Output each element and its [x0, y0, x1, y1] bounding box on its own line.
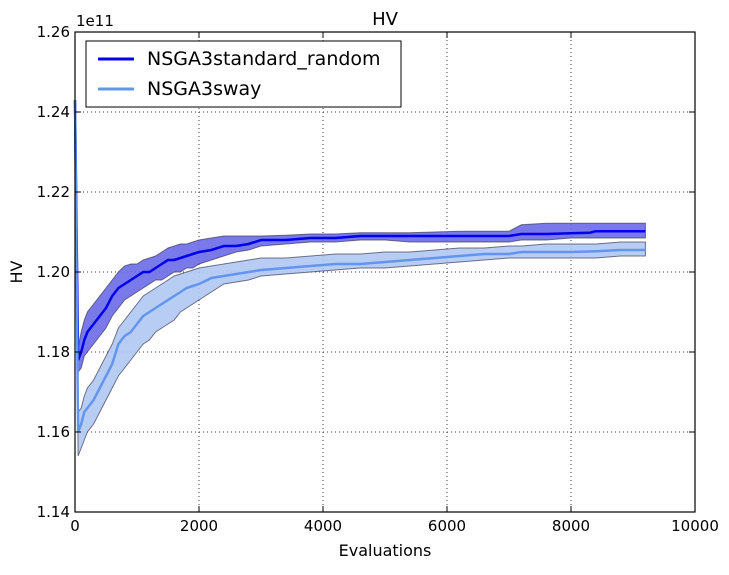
x-tick-label: 0	[70, 517, 80, 535]
y-offset-label: 1e11	[76, 12, 114, 30]
y-tick-label: 1.20	[37, 263, 70, 281]
series-line-nsga3standard-random	[73, 99, 646, 361]
y-tick-label: 1.16	[37, 423, 70, 441]
series-layer	[73, 99, 646, 457]
x-tick-label: 10000	[671, 517, 719, 535]
y-tick-label: 1.14	[37, 503, 70, 521]
x-axis-label: Evaluations	[339, 541, 432, 560]
legend-label-nsga3standard-random: NSGA3standard_random	[147, 48, 381, 70]
y-tick-label: 1.26	[37, 23, 70, 41]
series-line-nsga3sway	[73, 99, 646, 433]
x-tick-label: 4000	[304, 517, 342, 535]
grid	[75, 32, 695, 512]
legend-label-nsga3sway: NSGA3sway	[147, 78, 261, 100]
legend: NSGA3standard_random NSGA3sway	[85, 40, 402, 108]
legend-box	[85, 40, 402, 108]
x-tick-label: 2000	[180, 517, 218, 535]
axis-ticks: 0 2000 4000 6000 8000 10000 1.14 1.16 1.18 1.20 1.…	[37, 23, 719, 535]
y-tick-label: 1.18	[37, 343, 70, 361]
y-tick-label: 1.22	[37, 183, 70, 201]
y-axis-label: HV	[7, 260, 26, 283]
chart-title: HV	[372, 9, 399, 30]
x-tick-label: 8000	[552, 517, 590, 535]
x-tick-label: 6000	[428, 517, 466, 535]
y-tick-label: 1.24	[37, 103, 70, 121]
